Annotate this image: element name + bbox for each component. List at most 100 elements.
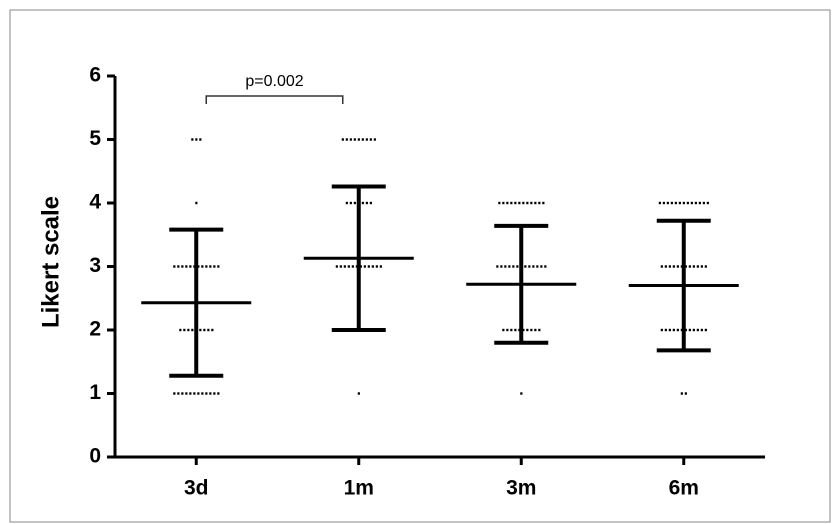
significance-bracket: [205, 95, 344, 104]
dot: [185, 392, 188, 395]
dot: [353, 201, 356, 205]
dot: [363, 265, 366, 268]
dot: [538, 201, 541, 205]
dot: [502, 328, 505, 332]
dot: [664, 328, 667, 332]
dot: [704, 265, 707, 268]
dot: [345, 138, 348, 141]
dot: [359, 265, 362, 268]
dot: [193, 392, 196, 395]
dot: [526, 328, 529, 332]
dot: [694, 201, 697, 205]
dot: [341, 138, 344, 141]
dot: [369, 201, 372, 205]
dot: [189, 265, 192, 268]
dot: [189, 392, 192, 395]
dot: [197, 392, 200, 395]
dot: [179, 328, 182, 332]
annotation: p=0.002: [245, 73, 303, 90]
dot: [534, 201, 537, 205]
dot: [520, 392, 523, 395]
y-tick-label: 0: [89, 445, 101, 468]
dot: [658, 201, 661, 205]
y-tick-label: 3: [89, 254, 101, 277]
dot: [674, 201, 677, 205]
dot: [191, 138, 194, 141]
dot: [187, 328, 190, 332]
dot: [183, 328, 186, 332]
dot: [343, 265, 346, 268]
dot: [498, 201, 501, 205]
dot: [347, 265, 350, 268]
dot: [199, 328, 202, 332]
dot: [353, 138, 356, 141]
dot: [692, 328, 695, 332]
dot: [684, 392, 687, 395]
dot: [506, 328, 509, 332]
dot: [530, 328, 533, 332]
dot: [345, 201, 348, 205]
dot: [373, 138, 376, 141]
dot: [504, 265, 507, 268]
dot: [690, 201, 693, 205]
dot: [668, 328, 671, 332]
dot: [684, 328, 687, 332]
dot: [678, 201, 681, 205]
dot: [349, 138, 352, 141]
dot: [351, 265, 354, 268]
frame: [9, 9, 831, 523]
dot: [660, 328, 663, 332]
dot: [676, 265, 679, 268]
dot: [684, 265, 687, 268]
dot: [538, 328, 541, 332]
dot: [496, 265, 499, 268]
dot: [700, 328, 703, 332]
dot: [211, 328, 214, 332]
dot: [672, 328, 675, 332]
dot: [365, 138, 368, 141]
dot: [532, 265, 535, 268]
dot: [664, 265, 667, 268]
x-tick-label: 6m: [669, 477, 699, 500]
dot: [676, 328, 679, 332]
dot: [191, 328, 194, 332]
x-tick-label: 3d: [184, 477, 209, 500]
dot: [696, 265, 699, 268]
dot: [367, 265, 370, 268]
dot: [357, 138, 360, 141]
y-tick-label: 4: [89, 191, 101, 214]
dot: [209, 392, 212, 395]
dot: [660, 265, 663, 268]
dot: [530, 201, 533, 205]
dot: [668, 265, 671, 268]
dot: [203, 328, 206, 332]
dot: [510, 201, 513, 205]
dot: [512, 265, 515, 268]
dot: [688, 265, 691, 268]
dot: [217, 392, 220, 395]
dot: [680, 392, 683, 395]
y-axis-label: Likert scale: [37, 196, 64, 328]
dot: [173, 392, 176, 395]
dot: [666, 201, 669, 205]
dot: [185, 265, 188, 268]
dot: [213, 392, 216, 395]
dot: [375, 265, 378, 268]
dot: [510, 328, 513, 332]
dot: [199, 138, 202, 141]
dot: [706, 201, 709, 205]
dot: [371, 265, 374, 268]
dot: [369, 138, 372, 141]
dot: [361, 201, 364, 205]
y-tick-label: 6: [89, 64, 101, 87]
dot: [514, 201, 517, 205]
dot: [209, 265, 212, 268]
dot: [528, 265, 531, 268]
dot: [536, 265, 539, 268]
dot: [692, 265, 695, 268]
dot: [349, 201, 352, 205]
dot: [700, 265, 703, 268]
dot: [201, 265, 204, 268]
x-tick-label: 3m: [506, 477, 536, 500]
